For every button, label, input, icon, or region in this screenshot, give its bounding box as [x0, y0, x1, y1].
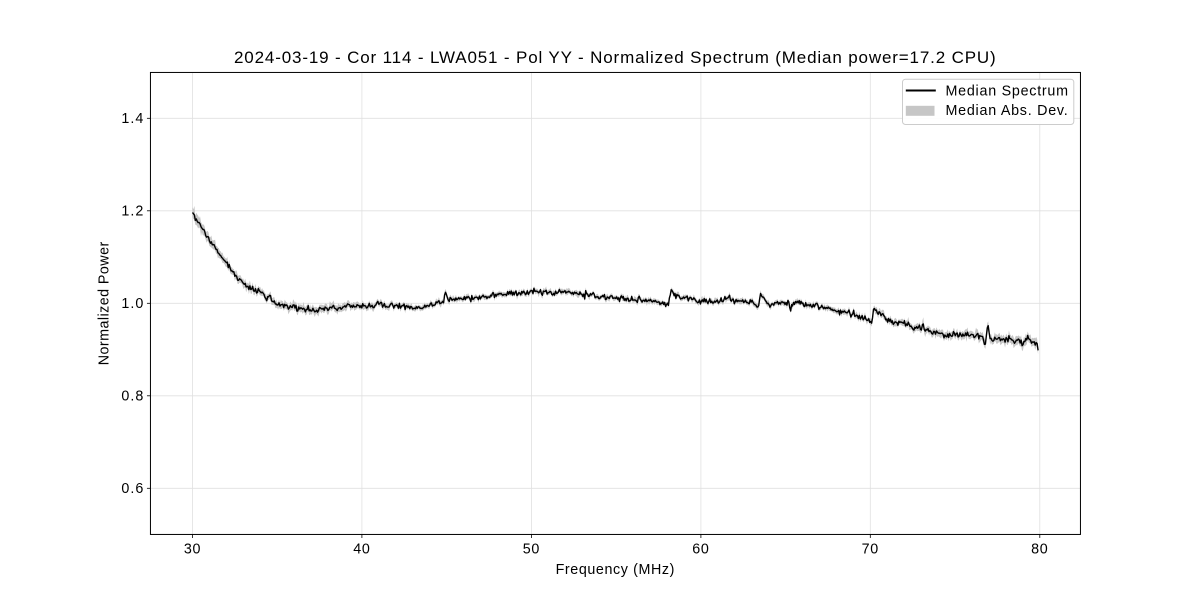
- svg-text:0.8: 0.8: [121, 389, 144, 405]
- svg-text:30: 30: [184, 542, 201, 558]
- svg-text:Median Spectrum: Median Spectrum: [946, 83, 1069, 99]
- svg-text:50: 50: [523, 542, 540, 558]
- svg-text:2024-03-19 - Cor 114 - LWA051: 2024-03-19 - Cor 114 - LWA051 - Pol YY -…: [234, 48, 997, 67]
- svg-text:1.0: 1.0: [121, 296, 144, 312]
- svg-text:Median Abs. Dev.: Median Abs. Dev.: [946, 103, 1069, 119]
- svg-text:0.6: 0.6: [121, 481, 144, 497]
- svg-text:60: 60: [692, 542, 709, 558]
- svg-text:1.2: 1.2: [121, 204, 144, 220]
- svg-text:70: 70: [862, 542, 879, 558]
- svg-text:80: 80: [1031, 542, 1048, 558]
- svg-text:40: 40: [353, 542, 370, 558]
- svg-text:Normalized Power: Normalized Power: [97, 241, 113, 365]
- svg-text:1.4: 1.4: [121, 111, 144, 127]
- svg-text:Frequency (MHz): Frequency (MHz): [556, 562, 675, 578]
